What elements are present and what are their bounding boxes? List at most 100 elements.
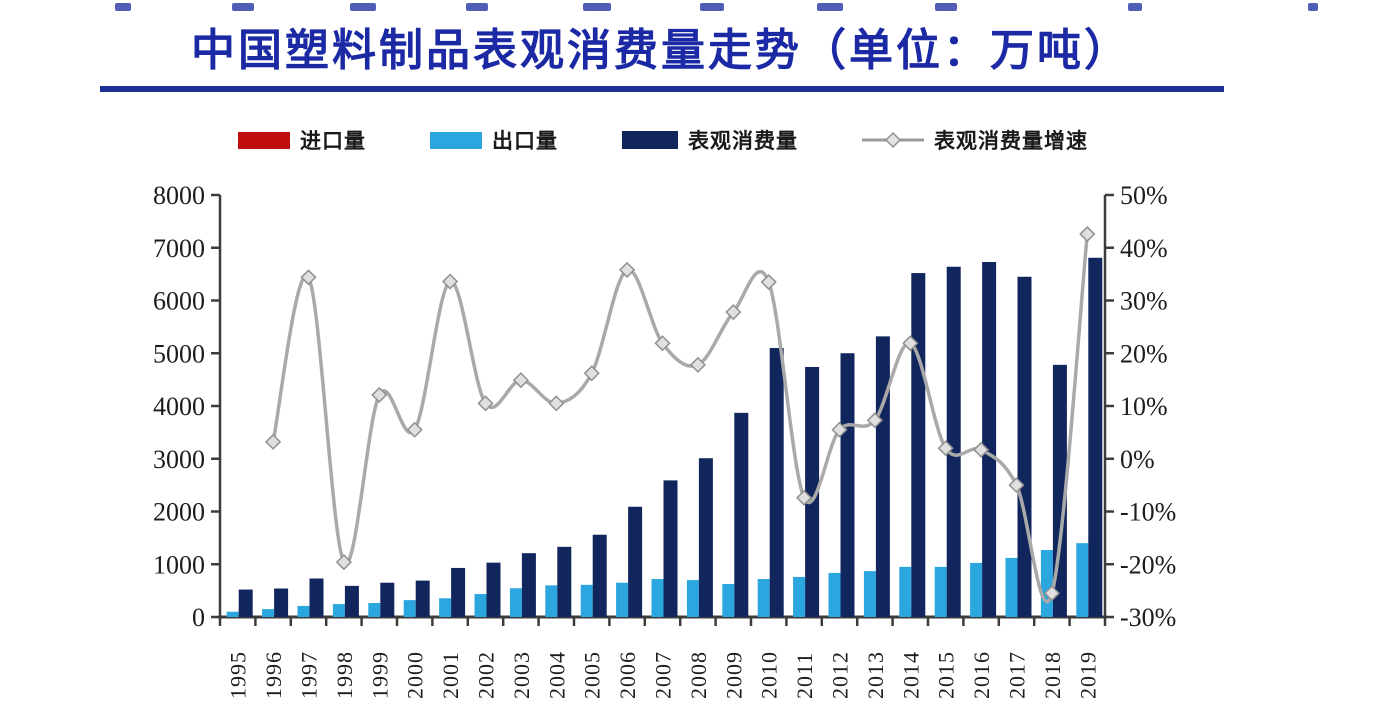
right-axis-tick-label: 10% [1120, 392, 1168, 421]
growth-marker [265, 433, 282, 450]
export-bar [1005, 557, 1018, 617]
x-tick-label: 2014 [898, 651, 923, 699]
left-axis-tick-label: 3000 [153, 445, 205, 474]
right-axis-tick-label: 40% [1120, 234, 1168, 263]
export-bar [757, 579, 770, 617]
crop-artifact [700, 3, 724, 11]
export-bar [474, 594, 487, 617]
x-tick-label: 2016 [969, 651, 994, 699]
consumption-bar [698, 458, 713, 617]
growth-marker [796, 489, 813, 506]
x-tick-label: 1998 [332, 651, 357, 699]
right-axis-tick-label: 30% [1120, 287, 1168, 316]
left-axis-tick-label: 7000 [153, 234, 205, 263]
left-axis-tick-label: 8000 [153, 181, 205, 210]
export-bar [509, 588, 522, 617]
consumption-bar [486, 562, 501, 617]
export-bar [403, 600, 416, 617]
consumption-bar [1088, 257, 1103, 617]
right-axis-tick-label: 20% [1120, 339, 1168, 368]
legend-item-growth: 表观消费量增速 [862, 125, 1088, 155]
import-swatch-icon [238, 131, 290, 149]
x-tick-label: 2015 [934, 651, 959, 699]
crop-artifact [115, 3, 131, 11]
x-tick-label: 2019 [1075, 651, 1100, 699]
x-tick-label: 2008 [686, 651, 711, 699]
export-bar [970, 562, 983, 617]
growth-marker [1079, 225, 1096, 243]
right-axis-tick-label: -10% [1120, 498, 1176, 527]
export-bar [1076, 543, 1089, 617]
x-tick-label: 1997 [297, 651, 322, 699]
left-axis-tick-label: 2000 [153, 498, 205, 527]
export-bar [722, 584, 735, 617]
x-tick-label: 2001 [438, 651, 463, 699]
consumption-bar [592, 534, 607, 617]
right-axis-tick-label: 0% [1120, 445, 1155, 474]
growth-line [271, 232, 1090, 604]
crop-artifact [1308, 3, 1318, 11]
growth-marker [477, 395, 494, 412]
growth-marker [1008, 477, 1025, 494]
growth-marker [300, 269, 317, 286]
x-tick-label: 2012 [828, 651, 853, 699]
legend-label-consumption: 表观消费量 [688, 130, 798, 153]
x-tick-label: 2007 [651, 651, 676, 699]
legend-label-import: 进口量 [300, 130, 366, 153]
growth-marker [335, 554, 352, 571]
x-tick-label: 1999 [367, 651, 392, 699]
consumption-bar [734, 412, 749, 617]
consumption-bar [274, 588, 289, 617]
consumption-bar [982, 261, 997, 617]
growth-marker [1043, 585, 1060, 602]
export-bar [686, 580, 699, 617]
growth-marker [866, 412, 883, 429]
consumption-swatch-icon [622, 131, 678, 149]
growth-marker [619, 261, 636, 278]
growth-marker [654, 335, 671, 352]
export-bar [651, 579, 664, 617]
consumption-bar [911, 273, 926, 617]
export-bar [297, 605, 310, 617]
consumption-bar [557, 546, 572, 617]
legend-item-export: 出口量 [430, 125, 558, 155]
x-tick-label: 2005 [580, 651, 605, 699]
left-axis-tick-label: 0 [192, 603, 205, 632]
growth-marker [512, 372, 529, 389]
consumption-bar [238, 589, 253, 617]
crop-artifact [935, 3, 957, 11]
growth-marker [583, 365, 600, 382]
crop-artifact [817, 3, 843, 11]
growth-marker [902, 335, 919, 352]
consumption-bar [1052, 364, 1067, 617]
export-bar [545, 585, 558, 617]
consumption-bar [663, 480, 678, 617]
export-bar [1040, 550, 1053, 617]
x-tick-label: 2009 [721, 651, 746, 699]
export-bar [226, 611, 239, 617]
crop-artifact [466, 3, 488, 11]
consumption-bar [309, 578, 324, 617]
crop-artifact [1128, 3, 1142, 11]
x-tick-label: 2011 [792, 652, 817, 699]
consumption-bar [380, 582, 395, 617]
x-tick-label: 1995 [226, 651, 251, 699]
growth-marker [725, 304, 742, 321]
growth-marker [937, 440, 954, 457]
consumption-bar [344, 585, 359, 617]
x-tick-label: 1996 [261, 651, 286, 699]
right-axis-tick-label: 50% [1120, 181, 1168, 210]
crop-artifact [583, 3, 611, 11]
growth-marker [760, 273, 777, 291]
growth-marker [371, 386, 388, 403]
crop-artifact [232, 3, 254, 11]
consumption-bar [521, 553, 536, 617]
x-tick-label: 2010 [757, 651, 782, 699]
growth-marker [442, 273, 459, 290]
export-bar [580, 584, 593, 617]
legend-item-consumption: 表观消费量 [622, 125, 798, 155]
chart-legend: 进口量 出口量 表观消费量 表观消费量增速 [238, 120, 1088, 160]
x-tick-label: 2018 [1040, 651, 1065, 699]
x-tick-label: 2017 [1005, 651, 1030, 699]
